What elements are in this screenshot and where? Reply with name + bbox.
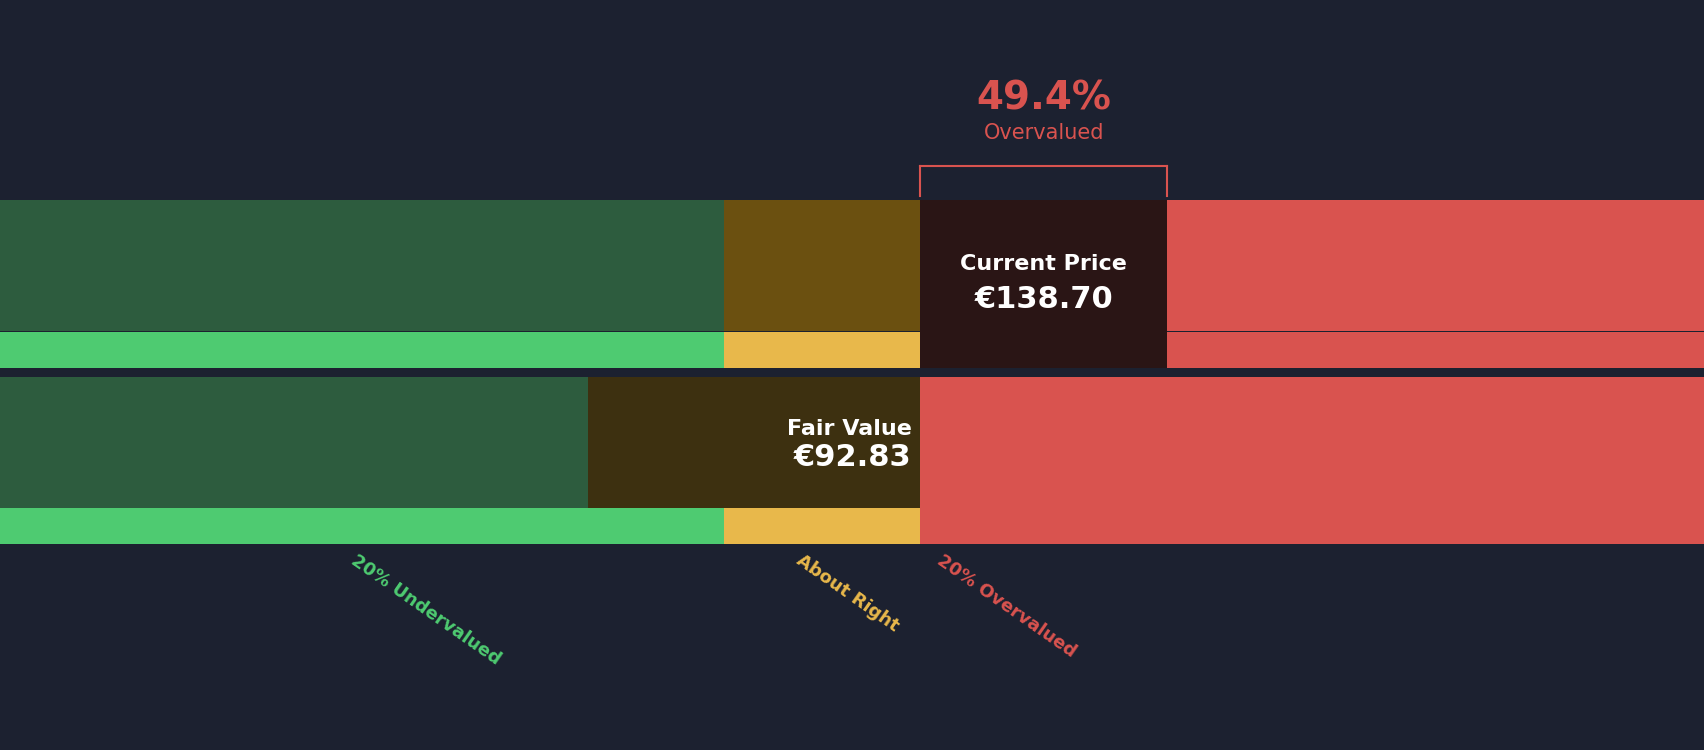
Bar bbox=[920, 376, 1704, 508]
Bar bbox=[0, 508, 724, 544]
Text: €138.70: €138.70 bbox=[975, 285, 1113, 314]
Bar bbox=[724, 200, 920, 332]
Text: Overvalued: Overvalued bbox=[983, 123, 1104, 142]
Bar bbox=[0, 332, 724, 368]
Bar bbox=[920, 508, 1704, 544]
Bar bbox=[920, 332, 1704, 368]
Text: 49.4%: 49.4% bbox=[976, 80, 1111, 118]
Text: 20% Undervalued: 20% Undervalued bbox=[348, 551, 504, 668]
Bar bbox=[920, 200, 1167, 368]
Bar bbox=[588, 376, 920, 508]
Bar bbox=[0, 376, 724, 508]
Bar bbox=[0, 200, 724, 332]
Bar bbox=[920, 200, 1704, 332]
Text: Current Price: Current Price bbox=[961, 254, 1126, 274]
Bar bbox=[724, 376, 920, 508]
Bar bbox=[724, 508, 920, 544]
Text: About Right: About Right bbox=[792, 551, 901, 635]
Text: €92.83: €92.83 bbox=[794, 443, 912, 472]
Bar bbox=[724, 332, 920, 368]
Text: Fair Value: Fair Value bbox=[787, 419, 912, 439]
Text: 20% Overvalued: 20% Overvalued bbox=[934, 551, 1079, 661]
